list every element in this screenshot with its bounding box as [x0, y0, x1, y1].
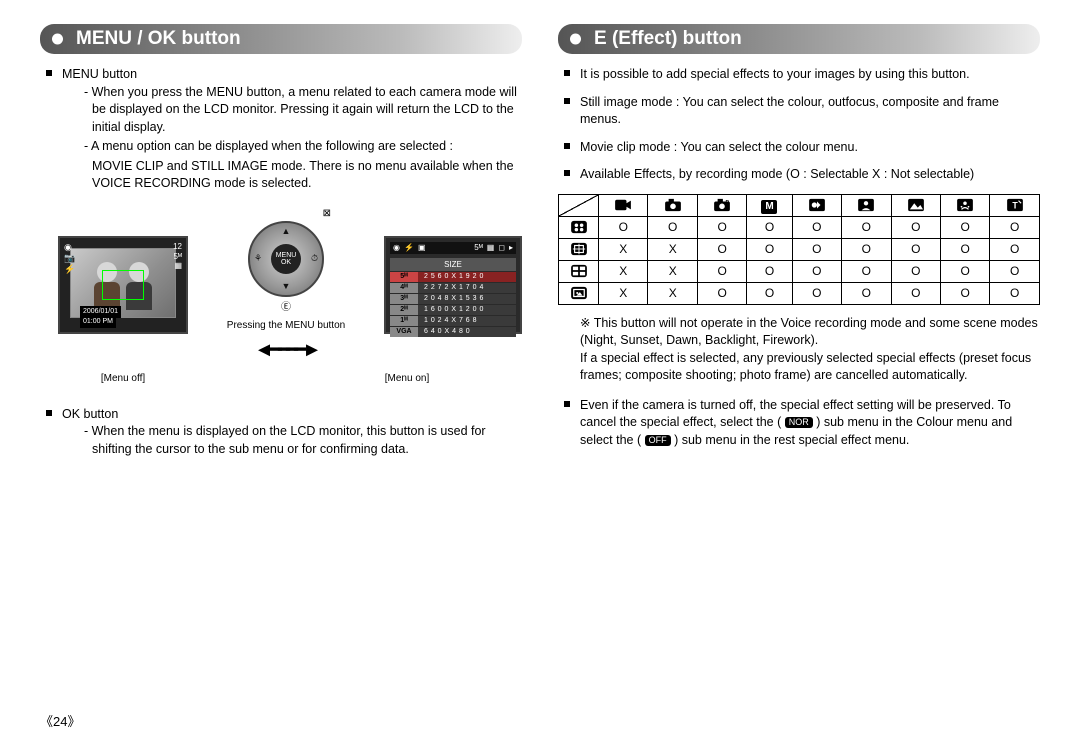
- focus-bracket-icon: [102, 270, 144, 300]
- e-icon: Ⓔ: [211, 301, 361, 315]
- menu-on-caption: [Menu on]: [338, 372, 476, 386]
- svg-text:P: P: [726, 201, 730, 207]
- menu-ok-title: MENU / OK button: [76, 28, 241, 50]
- effect-header: E (Effect) button: [558, 24, 1040, 54]
- bullet-icon: [46, 410, 52, 416]
- diag-cell: [559, 194, 599, 216]
- menu-desc-3: MOVIE CLIP and STILL IMAGE mode. There i…: [62, 158, 522, 193]
- mode-scene-icon: [792, 194, 841, 216]
- mode-manual-icon: M: [747, 194, 792, 216]
- svg-text:T: T: [1012, 201, 1018, 211]
- effects-table: P M T OOOOOOOOO XXOOOOOOO: [558, 194, 1040, 305]
- left-column: MENU / OK button MENU button - When you …: [40, 24, 522, 468]
- dpad-caption: Pressing the MENU button: [211, 319, 361, 333]
- off-pill: OFF: [645, 435, 671, 446]
- right-body: It is possible to add special effects to…: [558, 66, 1040, 449]
- lcd-on-wrap: ◉⚡▣5ᴹ▦◻▸ SIZE 5ᴹ2 5 6 0 X 1 9 2 0 4ᴹ2 2 …: [384, 236, 522, 334]
- r-bullet-4: Available Effects, by recording mode (O …: [558, 166, 1040, 184]
- bullet-icon: [46, 70, 52, 76]
- flash-icon: ⊠: [211, 207, 361, 221]
- right-column: E (Effect) button It is possible to add …: [558, 24, 1040, 468]
- lcd-date: 2006/01/01: [80, 306, 121, 318]
- mode-landscape-icon: [891, 194, 940, 216]
- r-bullet-2: Still image mode : You can select the co…: [558, 94, 1040, 129]
- dpad-center: MENU OK: [271, 244, 301, 274]
- dpad-menu: MENU: [276, 252, 297, 259]
- menu-desc-2: - A menu option can be displayed when th…: [70, 138, 522, 156]
- lcd-right-icons: 125ᴹ▦: [173, 242, 182, 271]
- ok-button-block: OK button - When the menu is displayed o…: [40, 406, 522, 459]
- mode-program-icon: P: [697, 194, 746, 216]
- mode-text-icon: T: [990, 194, 1040, 216]
- bi-arrow-icon: ◄━━━━►: [211, 336, 361, 364]
- dpad-ok: OK: [281, 259, 291, 266]
- r-bullet-1: It is possible to add special effects to…: [558, 66, 1040, 84]
- dpad-icon: ▲▼ ⚘⏱ MENU OK: [248, 221, 324, 297]
- ok-button-label: OK button: [62, 407, 118, 421]
- effect-title: E (Effect) button: [594, 28, 742, 50]
- lcd-left-icons: ◉📷⚡: [64, 242, 75, 274]
- size-label: SIZE: [390, 258, 516, 271]
- table-row: XXOOOOOOO: [559, 238, 1040, 260]
- menu-button-label: MENU button: [62, 67, 137, 81]
- effect-frame-icon: [559, 282, 599, 304]
- effect-composite-icon: [559, 260, 599, 282]
- ok-desc: - When the menu is displayed on the LCD …: [70, 423, 522, 458]
- lcd-on: ◉⚡▣5ᴹ▦◻▸ SIZE 5ᴹ2 5 6 0 X 1 9 2 0 4ᴹ2 2 …: [384, 236, 522, 334]
- table-row: XXOOOOOOO: [559, 282, 1040, 304]
- note-2: Even if the camera is turned off, the sp…: [558, 397, 1040, 450]
- table-header-row: P M T: [559, 194, 1040, 216]
- menu-desc-1: - When you press the MENU button, a menu…: [70, 84, 522, 137]
- dpad-block: ⊠ ▲▼ ⚘⏱ MENU OK Ⓔ Pressing the MENU butt…: [211, 207, 361, 364]
- page-number: 《24》: [40, 711, 80, 730]
- illustration-row: ◉📷⚡ 125ᴹ▦ 01:00 PM 2006/01/01 ⊠ ▲▼ ⚘⏱ ME…: [58, 207, 522, 364]
- mode-children-icon: [940, 194, 989, 216]
- lcd-off-wrap: ◉📷⚡ 125ᴹ▦ 01:00 PM 2006/01/01: [58, 236, 188, 334]
- menu-ok-header: MENU / OK button: [40, 24, 522, 54]
- note-1: ※ This button will not operate in the Vo…: [558, 315, 1040, 385]
- r-bullet-3: Movie clip mode : You can select the col…: [558, 139, 1040, 157]
- left-body: MENU button - When you press the MENU bu…: [40, 66, 522, 458]
- size-rows: 5ᴹ2 5 6 0 X 1 9 2 0 4ᴹ2 2 7 2 X 1 7 0 4 …: [390, 272, 516, 338]
- effect-outfocus-icon: [559, 238, 599, 260]
- mode-portrait-icon: [842, 194, 891, 216]
- menu-off-caption: [Menu off]: [58, 372, 188, 386]
- mode-auto-icon: [648, 194, 697, 216]
- nor-pill: NOR: [785, 417, 813, 428]
- effect-colour-icon: [559, 216, 599, 238]
- lcd-off: ◉📷⚡ 125ᴹ▦ 01:00 PM 2006/01/01: [58, 236, 188, 334]
- lcd-topbar: ◉⚡▣5ᴹ▦◻▸: [390, 242, 516, 254]
- page-columns: MENU / OK button MENU button - When you …: [40, 24, 1040, 468]
- mode-movie-icon: [599, 194, 648, 216]
- menu-button-block: MENU button - When you press the MENU bu…: [40, 66, 522, 193]
- captions-row: [Menu off] [Menu on]: [58, 368, 522, 386]
- table-row: OOOOOOOOO: [559, 216, 1040, 238]
- table-row: XXOOOOOOO: [559, 260, 1040, 282]
